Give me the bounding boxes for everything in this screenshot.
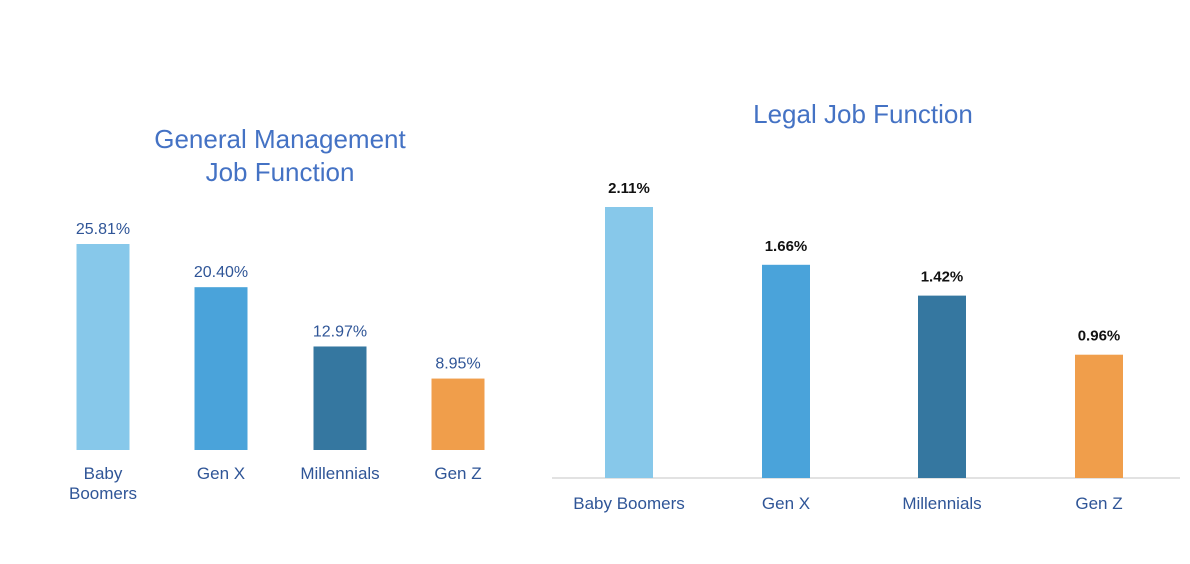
gm-category-label-2-line-1: Millennials xyxy=(300,464,379,483)
legal-chart-title-line-1: Legal Job Function xyxy=(753,99,973,129)
legal-category-label-2-line-1: Millennials xyxy=(902,494,981,513)
gm-bar-3 xyxy=(431,378,485,450)
legal-value-label-2: 1.42% xyxy=(921,269,964,286)
gm-value-label-3: 8.95% xyxy=(435,356,480,373)
legal-bar-2 xyxy=(918,295,966,478)
legal-category-label-3-line-1: Gen Z xyxy=(1075,494,1122,513)
legal-category-label-1-line-1: Gen X xyxy=(762,494,810,513)
gm-category-label-0-line-1: Baby xyxy=(84,464,123,483)
legal-bar-1 xyxy=(762,264,810,478)
gm-category-label-3-line-1: Gen Z xyxy=(434,464,481,483)
gm-category-label-0-line-2: Boomers xyxy=(69,484,137,503)
gm-bar-2 xyxy=(313,346,367,450)
legal-category-label-0-line-1: Baby Boomers xyxy=(573,494,685,513)
gm-bar-1 xyxy=(194,287,248,450)
legal-value-label-0: 2.11% xyxy=(608,180,650,197)
gm-category-label-1-line-1: Gen X xyxy=(197,464,245,483)
legal-bar-0 xyxy=(605,207,653,478)
gm-value-label-1: 20.40% xyxy=(194,264,248,281)
legal-bar-3 xyxy=(1075,354,1123,478)
legal-value-label-3: 0.96% xyxy=(1078,328,1121,345)
legal-chart: Legal Job Function 2.11% Baby Boomers 1.66%… xyxy=(552,99,1180,513)
legal-value-label-1: 1.66% xyxy=(765,238,808,255)
gm-value-label-0: 25.81% xyxy=(76,221,130,238)
gm-chart-title-line-1: General Management xyxy=(154,124,406,154)
gm-value-label-2: 12.97% xyxy=(313,323,367,340)
gm-chart-title-line-2: Job Function xyxy=(206,157,355,187)
gm-bar-0 xyxy=(76,244,130,450)
